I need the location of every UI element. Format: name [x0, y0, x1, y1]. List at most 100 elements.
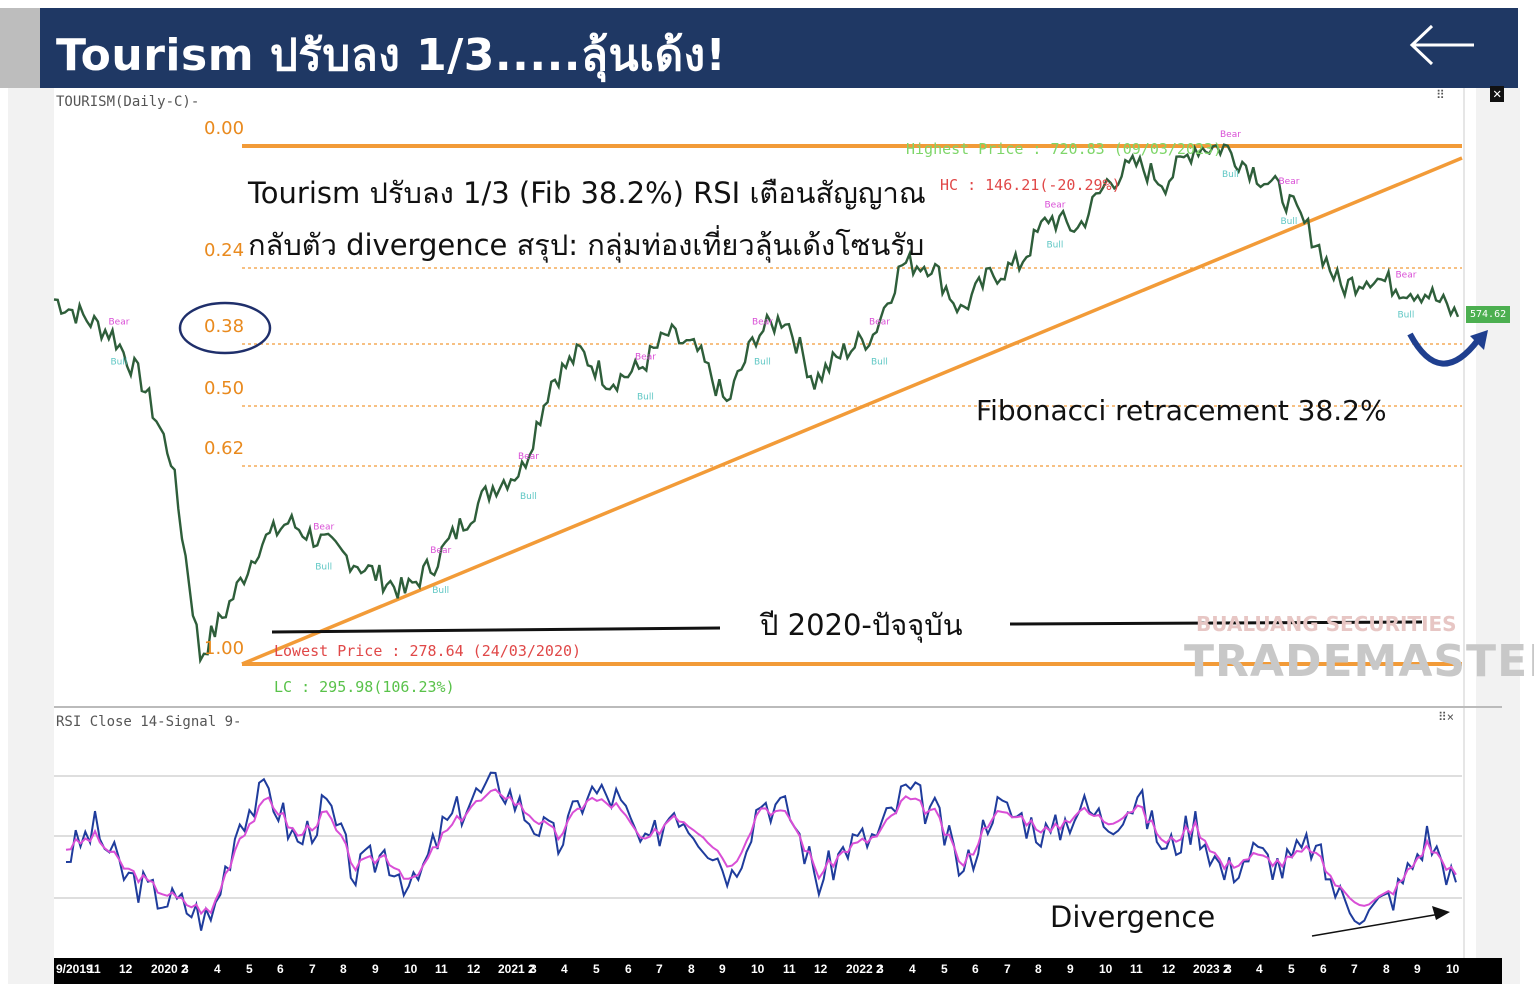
signal-series-line [65, 788, 1457, 916]
x-tick-label: 6 [972, 962, 979, 976]
annotation-line-1: Tourism ปรับลง 1/3 (Fib 38.2%) RSI เตือน… [248, 176, 926, 210]
x-tick-label: 8 [1035, 962, 1042, 976]
bear-marker-5: Bear [752, 317, 773, 327]
title-bar: Tourism ปรับลง 1/3.....ลุ้นเด้ง! [40, 8, 1518, 88]
lowest-price-label: Lowest Price : 278.64 (24/03/2020) [274, 642, 582, 660]
hc-label: HC : 146.21(-20.29%) [940, 176, 1121, 194]
frame-left [8, 88, 54, 984]
x-tick-label: 12 [467, 962, 481, 976]
bull-marker-10: Bull [1398, 311, 1415, 321]
x-tick-label: 12 [814, 962, 828, 976]
rsi-panel-bg [54, 708, 1464, 958]
x-tick-label: 6 [277, 962, 284, 976]
highest-price-label: Highest Price : 720.83 (09/03/2023) [906, 140, 1223, 158]
bull-marker-7: Bull [1047, 240, 1064, 250]
rebound-arrow [1407, 332, 1481, 367]
bull-marker-3: Bull [520, 492, 537, 502]
price-series-line [53, 143, 1460, 665]
x-tick-label: 12 [1162, 962, 1176, 976]
bull-marker-2: Bull [432, 586, 449, 596]
left-strip [0, 8, 40, 88]
x-tick-label: 4 [214, 962, 221, 976]
x-tick-label: 2021 2 [498, 962, 535, 976]
annotation-line-2: กลับตัว divergence สรุป: กลุ่มท่องเที่ยว… [248, 228, 925, 262]
x-tick-label: 4 [561, 962, 568, 976]
bear-marker-4: Bear [635, 353, 656, 363]
x-tick-label: 11 [435, 962, 448, 976]
bear-marker-0: Bear [109, 317, 130, 327]
x-tick-label: 8 [340, 962, 347, 976]
x-tick-label: 4 [909, 962, 916, 976]
close-icon[interactable]: ✕ [1490, 86, 1505, 102]
x-tick-label: 9 [1067, 962, 1074, 976]
x-tick-label: 9 [372, 962, 379, 976]
bull-marker-1: Bull [315, 562, 332, 572]
x-tick-label: 11 [783, 962, 796, 976]
period-line-right [1009, 620, 1423, 626]
last-price-tag: 574.62 [1466, 306, 1511, 323]
fib-note: Fibonacci retracement 38.2% [976, 394, 1387, 427]
trend-line [241, 156, 1463, 666]
fib-label-050: 0.50 [204, 378, 245, 399]
x-tick-label: 6 [1320, 962, 1327, 976]
bear-marker-10: Bear [1396, 271, 1417, 281]
divergence-note: Divergence [1050, 900, 1216, 934]
x-tick-label: 5 [941, 962, 948, 976]
watermark-top: BUALUANG SECURITIES [1196, 612, 1457, 636]
x-tick-label: 8 [688, 962, 695, 976]
period-note: ปี 2020-ปัจจุบัน [760, 608, 963, 642]
bear-marker-7: Bear [1045, 200, 1066, 210]
x-tick-label: 9/2019 [56, 962, 93, 976]
price-panel-caption: TOURISM(Daily-C)- [56, 94, 200, 110]
panel-grip-icon[interactable]: ⠿ [1436, 88, 1445, 102]
x-tick-label: 3 [1225, 962, 1232, 976]
fib-label-000: 0.00 [204, 118, 245, 139]
x-tick-label: 3 [877, 962, 884, 976]
x-tick-label: 7 [1004, 962, 1011, 976]
fib-038-circle [178, 301, 272, 355]
bull-marker-8: Bull [1222, 170, 1239, 180]
rsi-panel-controls-icon[interactable]: ⠿× [1438, 710, 1455, 724]
x-tick-label: 3 [530, 962, 537, 976]
rsi-panel-caption: RSI Close 14-Signal 9- [56, 714, 242, 730]
bear-marker-3: Bear [518, 452, 539, 462]
page-title: Tourism ปรับลง 1/3.....ลุ้นเด้ง! [56, 30, 727, 81]
x-tick-label: 7 [656, 962, 663, 976]
divergence-arrow [1311, 913, 1441, 937]
x-tick-label: 2020 2 [151, 962, 188, 976]
arrow-left-icon[interactable] [1408, 20, 1478, 70]
x-tick-label: 5 [593, 962, 600, 976]
x-tick-label: 5 [246, 962, 253, 976]
x-tick-label: 10 [1099, 962, 1113, 976]
rsi-series-line [65, 771, 1457, 931]
x-tick-label: 12 [119, 962, 133, 976]
bear-marker-1: Bear [313, 522, 334, 532]
x-tick-label: 7 [309, 962, 316, 976]
x-tick-label: 3 [182, 962, 189, 976]
lc-label: LC : 295.98(106.23%) [274, 678, 455, 696]
x-tick-label: 8 [1383, 962, 1390, 976]
divergence-arrowhead [1432, 906, 1450, 920]
x-tick-label: 9 [719, 962, 726, 976]
fib-label-062: 0.62 [204, 438, 245, 459]
fib-label-100: 1.00 [204, 638, 245, 659]
x-tick-label: 9 [1414, 962, 1421, 976]
x-tick-label: 11 [1130, 962, 1143, 976]
price-panel-bg [54, 88, 1464, 706]
x-tick-label: 4 [1256, 962, 1263, 976]
bear-marker-9: Bear [1279, 177, 1300, 187]
fib-label-024: 0.24 [204, 240, 245, 261]
x-tick-label: 10 [751, 962, 765, 976]
bear-marker-2: Bear [430, 546, 451, 556]
x-tick-label: 7 [1351, 962, 1358, 976]
watermark-main: TRADEMASTER [1184, 636, 1534, 687]
bull-marker-0: Bull [111, 357, 128, 367]
frame-right [1476, 88, 1520, 984]
x-tick-label: 5 [1288, 962, 1295, 976]
bull-marker-6: Bull [871, 357, 888, 367]
x-tick-label: 2023 2 [1193, 962, 1230, 976]
bull-marker-9: Bull [1281, 217, 1298, 227]
rebound-arrowhead [1470, 330, 1488, 350]
